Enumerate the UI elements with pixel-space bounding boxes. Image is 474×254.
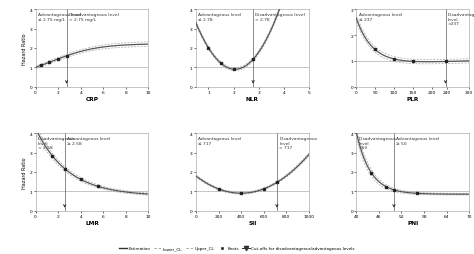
X-axis label: LMR: LMR <box>85 220 99 225</box>
Text: Disadvantageous
level
< 2.58: Disadvantageous level < 2.58 <box>38 137 76 150</box>
Legend: Estimation, Lower_CL, Upper_CL, Knots, Cut-offs for disadvantageous/advantageous: Estimation, Lower_CL, Upper_CL, Knots, C… <box>118 245 356 252</box>
Text: Disadvantageous level
> 2.78: Disadvantageous level > 2.78 <box>255 13 305 22</box>
Text: Advantageous level
≤ 717: Advantageous level ≤ 717 <box>198 137 242 145</box>
X-axis label: SII: SII <box>248 220 256 225</box>
Y-axis label: Hazard Ratio: Hazard Ratio <box>22 33 27 65</box>
Text: Advantageous level
≤ 2.78: Advantageous level ≤ 2.78 <box>198 13 242 22</box>
Text: Advantageous level
≥ 2.58: Advantageous level ≥ 2.58 <box>67 137 110 145</box>
Text: Advantageous level
≥ 50: Advantageous level ≥ 50 <box>396 137 439 145</box>
Text: Advantageous level
≤ 237: Advantageous level ≤ 237 <box>358 13 402 22</box>
Text: Disadvantageous-
level
>237: Disadvantageous- level >237 <box>448 13 474 26</box>
Y-axis label: Hazard Ratio: Hazard Ratio <box>22 156 27 188</box>
Text: Disadvantageous level
> 2.75 mg/L: Disadvantageous level > 2.75 mg/L <box>69 13 119 22</box>
X-axis label: PNI: PNI <box>407 220 419 225</box>
Text: Disadvantageous
level
> 717: Disadvantageous level > 717 <box>279 137 317 150</box>
X-axis label: CRP: CRP <box>85 97 99 102</box>
X-axis label: PLR: PLR <box>407 97 419 102</box>
Text: Disadvantageous
level
<50: Disadvantageous level <50 <box>358 137 396 150</box>
X-axis label: NLR: NLR <box>246 97 259 102</box>
Text: Advantageous level
≤ 2.75 mg/L: Advantageous level ≤ 2.75 mg/L <box>38 13 81 22</box>
